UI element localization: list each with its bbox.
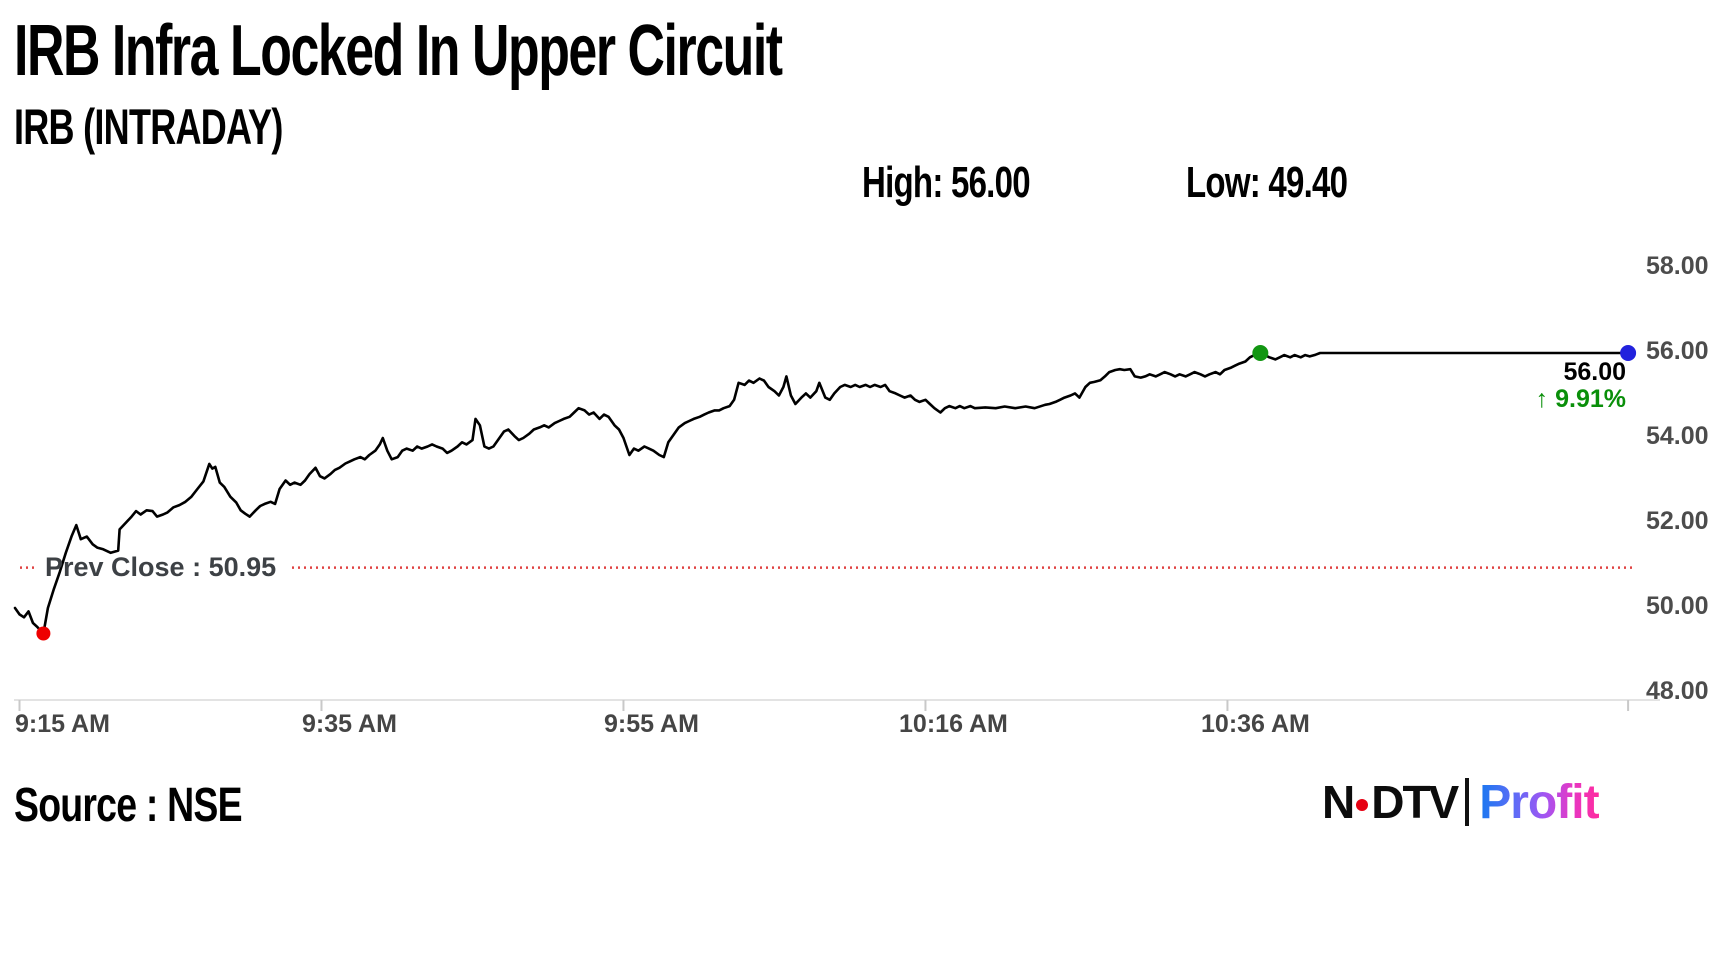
x-axis-label: 10:16 AM <box>899 710 1008 738</box>
logo-separator-bar <box>1465 778 1470 826</box>
prev-close-label: Prev Close : 50.95 <box>45 552 277 582</box>
circuit-marker <box>1252 345 1269 361</box>
chart-markers <box>36 345 1637 641</box>
price-line <box>13 351 1630 635</box>
chart-subtitle: IRB (INTRADAY) <box>14 98 387 156</box>
low-value-label: Low: 49.40 <box>1186 158 1348 207</box>
ndtv-profit-logo: N DTV Profit <box>1322 775 1600 829</box>
x-axis-label: 9:15 AM <box>15 710 110 738</box>
y-axis-label: 50.00 <box>1646 592 1709 620</box>
y-axis-label: 56.00 <box>1646 337 1709 365</box>
x-axis-label: 9:35 AM <box>302 710 397 738</box>
y-axis-label: 58.00 <box>1646 252 1709 280</box>
page-title-text: IRB Infra Locked In Upper Circuit <box>14 11 783 91</box>
ndtv-red-dot-icon <box>1356 799 1369 811</box>
last-price-value: 56.00 <box>1563 358 1626 386</box>
source-attribution: Source : NSE <box>14 779 243 832</box>
last-price-annotation: 56.00 ↑ 9.91% <box>1536 359 1626 413</box>
ndtv-logo-n: N <box>1322 776 1355 828</box>
x-axis-label: 9:55 AM <box>603 710 699 738</box>
low-marker <box>36 626 51 641</box>
chart-subtitle-text: IRB (INTRADAY) <box>14 99 283 155</box>
up-arrow-icon: ↑ <box>1535 385 1549 413</box>
y-axis-label: 48.00 <box>1646 677 1709 705</box>
y-axis-label: 52.00 <box>1646 507 1709 535</box>
page-title: IRB Infra Locked In Upper Circuit <box>14 10 1080 92</box>
last-price-change: ↑ 9.91% <box>1536 386 1626 413</box>
x-axis-ticks <box>18 700 1630 711</box>
ndtv-logo-dtv: DTV <box>1371 776 1459 828</box>
x-axis-label: 10:36 AM <box>1201 710 1310 738</box>
change-percent: 9.91% <box>1555 385 1626 413</box>
y-axis-label: 54.00 <box>1646 422 1709 450</box>
last-marker <box>1620 345 1637 361</box>
high-value-label: High: 56.00 <box>862 158 1031 207</box>
profit-logo-text: Profit <box>1479 775 1599 829</box>
